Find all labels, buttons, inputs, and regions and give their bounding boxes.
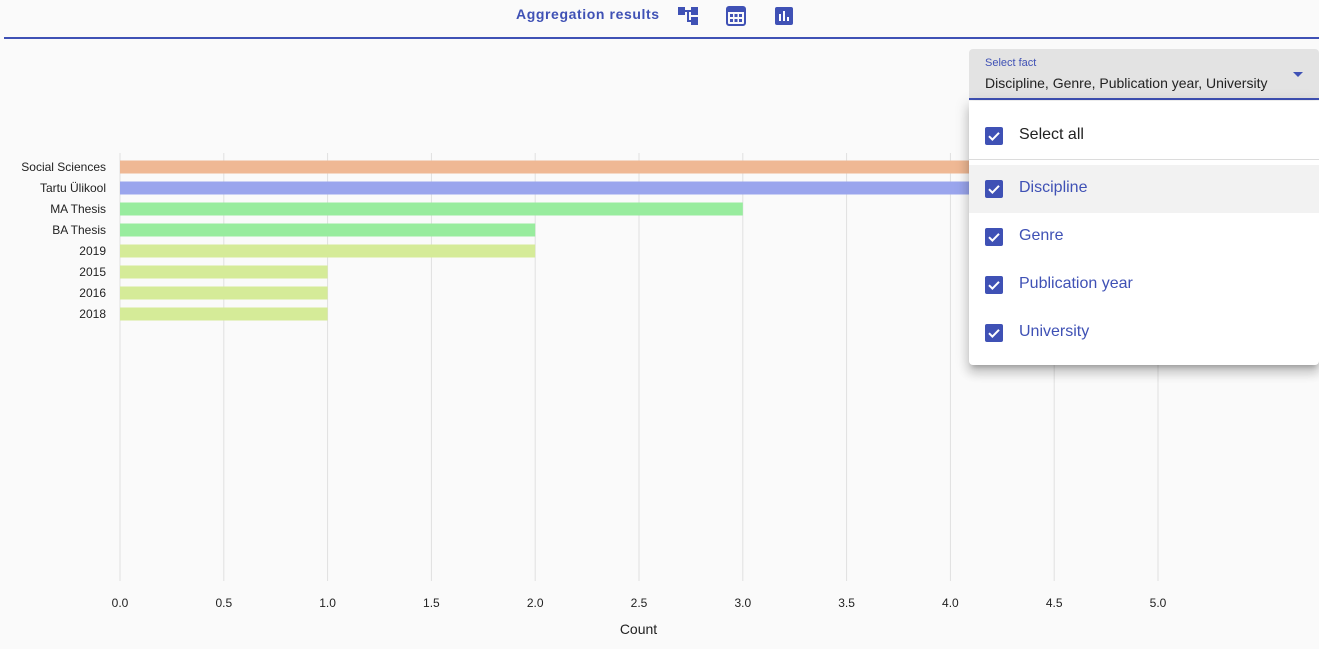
bar[interactable] — [120, 286, 328, 300]
x-tick-label: 0.0 — [112, 596, 129, 610]
bar[interactable] — [120, 160, 1158, 174]
x-tick-label: 5.0 — [1150, 596, 1167, 610]
bar[interactable] — [120, 181, 1158, 195]
option-publication-year[interactable]: Publication year — [969, 261, 1319, 309]
select-fact-label: Select fact — [985, 57, 1037, 69]
x-tick-label: 3.0 — [734, 596, 751, 610]
chart-x-ticks: 0.0 0.5 1.0 1.5 2.0 2.5 3.0 3.5 4.0 4.5 5.0 — [112, 596, 1167, 610]
select-fact-field[interactable]: Select fact Discipline, Genre, Publicati… — [969, 49, 1319, 100]
aggregation-results-title: Aggregation results — [516, 6, 660, 22]
select-fact-dropdown: Select all Discipline Genre Publication … — [969, 101, 1319, 365]
option-university[interactable]: University — [969, 309, 1319, 357]
category-label: 2015 — [79, 265, 106, 279]
x-axis-title: Count — [620, 621, 657, 637]
chart-view-icon[interactable] — [772, 4, 796, 28]
x-tick-label: 3.5 — [838, 596, 855, 610]
option-label: Genre — [1019, 227, 1064, 244]
x-tick-label: 2.5 — [631, 596, 648, 610]
category-label: 2018 — [79, 307, 106, 321]
checkbox-checked-icon[interactable] — [985, 180, 1003, 198]
category-label: MA Thesis — [50, 202, 106, 216]
select-fact-value: Discipline, Genre, Publication year, Uni… — [985, 75, 1268, 91]
bar[interactable] — [120, 223, 536, 237]
x-tick-label: 4.0 — [942, 596, 959, 610]
dropdown-arrow-icon[interactable] — [1293, 72, 1303, 77]
category-label: 2019 — [79, 244, 106, 258]
x-tick-label: 0.5 — [215, 596, 232, 610]
option-label: Publication year — [1019, 275, 1133, 292]
category-label: BA Thesis — [52, 223, 106, 237]
x-tick-label: 4.5 — [1046, 596, 1063, 610]
x-tick-label: 1.0 — [319, 596, 336, 610]
category-label: Social Sciences — [21, 160, 106, 174]
table-view-icon[interactable] — [724, 4, 748, 28]
option-genre[interactable]: Genre — [969, 213, 1319, 261]
checkbox-checked-icon[interactable] — [985, 228, 1003, 246]
option-label: University — [1019, 323, 1090, 340]
bar[interactable] — [120, 244, 536, 258]
checkbox-checked-icon[interactable] — [985, 127, 1003, 145]
option-discipline[interactable]: Discipline — [969, 165, 1319, 213]
x-tick-label: 1.5 — [423, 596, 440, 610]
category-label: Tartu Ülikool — [40, 181, 106, 195]
chart-category-labels: Social Sciences Tartu Ülikool MA Thesis BA … — [21, 160, 106, 321]
option-label: Discipline — [1019, 179, 1088, 196]
option-label: Select all — [1019, 126, 1084, 143]
results-header: Aggregation results — [4, 0, 1319, 39]
checkbox-checked-icon[interactable] — [985, 324, 1003, 342]
option-select-all[interactable]: Select all — [969, 112, 1319, 160]
bar[interactable] — [120, 265, 328, 279]
x-tick-label: 2.0 — [527, 596, 544, 610]
bar[interactable] — [120, 202, 743, 216]
category-label: 2016 — [79, 286, 106, 300]
chart-bars — [120, 160, 1158, 321]
checkbox-checked-icon[interactable] — [985, 276, 1003, 294]
bar[interactable] — [120, 307, 328, 321]
tree-view-icon[interactable] — [676, 4, 700, 28]
